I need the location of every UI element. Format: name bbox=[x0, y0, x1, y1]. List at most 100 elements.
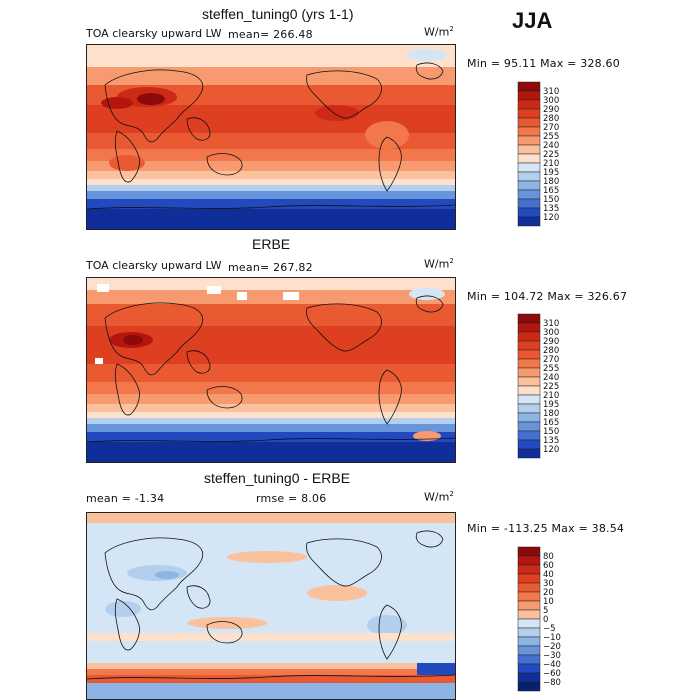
panel-2-colorbar: 310 300 290 280 270 255 240 225 210 195 180 165 150 1… bbox=[517, 313, 578, 459]
colorbar-swatch bbox=[517, 672, 541, 683]
colorbar-swatch bbox=[517, 609, 541, 620]
colorbar-swatch bbox=[517, 349, 541, 360]
colorbar-tick-label: 165 bbox=[543, 418, 559, 428]
colorbar-swatch bbox=[517, 376, 541, 387]
colorbar-swatch bbox=[517, 207, 541, 218]
panel-1-units: W/m2 bbox=[424, 25, 454, 39]
colorbar-tick-label: 225 bbox=[543, 382, 559, 392]
colorbar-swatch bbox=[517, 654, 541, 665]
colorbar-swatch bbox=[517, 591, 541, 602]
colorbar-tick-label: 180 bbox=[543, 409, 559, 419]
panel-3-title: steffen_tuning0 - ERBE bbox=[204, 470, 351, 486]
panel-2-mean: mean= 267.82 bbox=[228, 261, 313, 274]
colorbar-tick-label: −20 bbox=[543, 642, 561, 652]
colorbar-swatch bbox=[517, 340, 541, 351]
colorbar-swatch bbox=[517, 180, 541, 191]
colorbar-tick-label: 280 bbox=[543, 346, 559, 356]
colorbar-tick-label: −60 bbox=[543, 669, 561, 679]
panel-3-map bbox=[86, 512, 456, 700]
panel-1-minmax: Min = 95.11 Max = 328.60 bbox=[467, 57, 620, 70]
colorbar-tick-label: 195 bbox=[543, 400, 559, 410]
colorbar-swatch bbox=[517, 135, 541, 146]
colorbar-tick-label: −10 bbox=[543, 633, 561, 643]
colorbar-tick-label: 310 bbox=[543, 319, 559, 329]
colorbar-swatch bbox=[517, 171, 541, 182]
colorbar-swatch bbox=[517, 403, 541, 414]
panel-3-rmse: rmse = 8.06 bbox=[256, 492, 327, 505]
colorbar-tick-label: 20 bbox=[543, 588, 554, 598]
colorbar-tick-label: 255 bbox=[543, 364, 559, 374]
panel-2-map bbox=[86, 277, 456, 463]
colorbar-tick-label: 240 bbox=[543, 141, 559, 151]
colorbar-tick-label: 270 bbox=[543, 355, 559, 365]
colorbar-swatch bbox=[517, 117, 541, 128]
colorbar-tick-label: 310 bbox=[543, 87, 559, 97]
panel-1-colorbar: 310 300 290 280 270 255 240 225 210 195 180 165 150 1… bbox=[517, 81, 578, 227]
colorbar-swatch bbox=[517, 636, 541, 647]
colorbar-swatch bbox=[517, 564, 541, 575]
colorbar-swatch bbox=[517, 108, 541, 119]
colorbar-swatch bbox=[517, 627, 541, 638]
colorbar-tick-label: 210 bbox=[543, 159, 559, 169]
colorbar-swatch bbox=[517, 618, 541, 629]
panel-3-mean: mean = -1.34 bbox=[86, 492, 165, 505]
colorbar-swatch bbox=[517, 189, 541, 200]
colorbar-swatch bbox=[517, 582, 541, 593]
colorbar-swatch bbox=[517, 81, 541, 92]
colorbar-tick-label: −30 bbox=[543, 651, 561, 661]
colorbar-swatch bbox=[517, 421, 541, 432]
panel-3-units: W/m2 bbox=[424, 490, 454, 504]
colorbar-tick-label: 210 bbox=[543, 391, 559, 401]
colorbar-swatch bbox=[517, 645, 541, 656]
panel-2-variable: TOA clearsky upward LW bbox=[86, 259, 222, 272]
colorbar-swatch bbox=[517, 322, 541, 333]
colorbar-swatch bbox=[517, 663, 541, 674]
colorbar-tick-label: 40 bbox=[543, 570, 554, 580]
colorbar-tick-label: 80 bbox=[543, 552, 554, 562]
panel-1-map bbox=[86, 44, 456, 230]
colorbar-swatch bbox=[517, 367, 541, 378]
colorbar-tick-label: 195 bbox=[543, 168, 559, 178]
colorbar-swatch bbox=[517, 331, 541, 342]
colorbar-swatch bbox=[517, 394, 541, 405]
colorbar-swatch bbox=[517, 358, 541, 369]
panel-1-title: steffen_tuning0 (yrs 1-1) bbox=[202, 6, 354, 22]
colorbar-swatch bbox=[517, 216, 541, 227]
colorbar-tick-label: 10 bbox=[543, 597, 554, 607]
panel-3-minmax: Min = -113.25 Max = 38.54 bbox=[467, 522, 625, 535]
colorbar-tick-label: 300 bbox=[543, 328, 559, 338]
colorbar-swatch bbox=[517, 153, 541, 164]
colorbar-swatch bbox=[517, 600, 541, 611]
colorbar-tick-label: 135 bbox=[543, 436, 559, 446]
colorbar-tick-label: 120 bbox=[543, 213, 559, 223]
colorbar-swatch bbox=[517, 448, 541, 459]
colorbar-swatch bbox=[517, 681, 541, 692]
panel-1-variable: TOA clearsky upward LW bbox=[86, 27, 222, 40]
colorbar-swatch bbox=[517, 573, 541, 584]
colorbar-swatch bbox=[517, 99, 541, 110]
colorbar-tick-label: 270 bbox=[543, 123, 559, 133]
colorbar-swatch bbox=[517, 90, 541, 101]
colorbar-tick-label: 150 bbox=[543, 195, 559, 205]
panel-1-mean: mean= 266.48 bbox=[228, 28, 313, 41]
colorbar-tick-label: 290 bbox=[543, 337, 559, 347]
panel-2-title: ERBE bbox=[252, 236, 291, 252]
colorbar-tick-label: 0 bbox=[543, 615, 548, 625]
colorbar-tick-label: −80 bbox=[543, 678, 561, 688]
colorbar-tick-label: −40 bbox=[543, 660, 561, 670]
colorbar-tick-label: 180 bbox=[543, 177, 559, 187]
colorbar-swatch bbox=[517, 412, 541, 423]
colorbar-tick-label: 225 bbox=[543, 150, 559, 160]
colorbar-tick-label: 30 bbox=[543, 579, 554, 589]
colorbar-tick-label: −5 bbox=[543, 624, 556, 634]
colorbar-swatch bbox=[517, 546, 541, 557]
colorbar-swatch bbox=[517, 198, 541, 209]
colorbar-tick-label: 135 bbox=[543, 204, 559, 214]
colorbar-swatch bbox=[517, 162, 541, 173]
colorbar-tick-label: 120 bbox=[543, 445, 559, 455]
colorbar-swatch bbox=[517, 439, 541, 450]
colorbar-tick-label: 150 bbox=[543, 427, 559, 437]
colorbar-swatch bbox=[517, 555, 541, 566]
colorbar-tick-label: 255 bbox=[543, 132, 559, 142]
colorbar-tick-label: 165 bbox=[543, 186, 559, 196]
